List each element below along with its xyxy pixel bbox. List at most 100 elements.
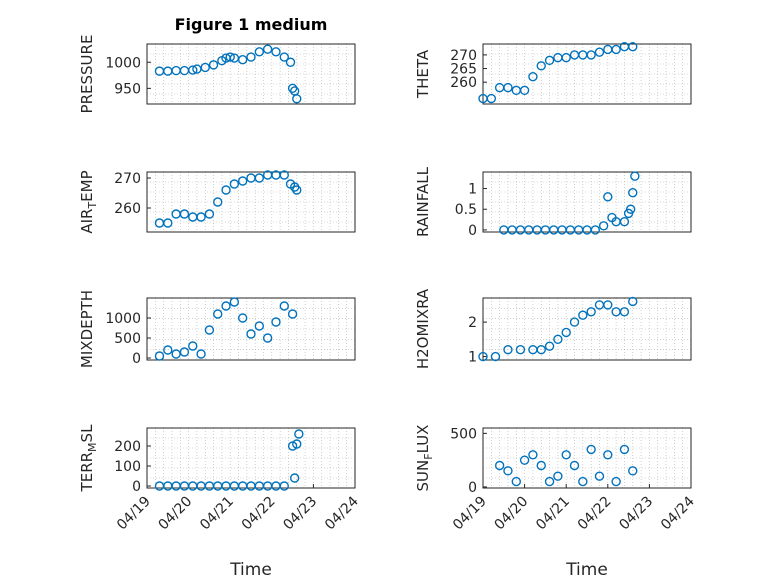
data-point <box>271 481 281 491</box>
y-tick-label: 1 <box>468 182 477 198</box>
data-point <box>204 209 215 219</box>
subplot-pressure: 950 1000 PRESSURE <box>78 35 356 113</box>
data-point <box>586 444 596 455</box>
data-point <box>163 481 173 491</box>
data-point <box>619 307 630 317</box>
data-point <box>511 476 521 487</box>
data-point <box>557 225 567 235</box>
data-point <box>630 171 640 181</box>
data-point <box>237 481 248 491</box>
data-point <box>544 55 555 66</box>
x-tick-label: 04/21 <box>197 494 237 534</box>
data-point <box>221 185 231 195</box>
data-point <box>292 94 302 104</box>
data-point <box>171 209 181 219</box>
data-point <box>598 221 609 231</box>
data-point <box>544 476 555 487</box>
y-tick-label: 1000 <box>105 311 141 327</box>
axes-box <box>482 427 692 489</box>
y-tick-label: 270 <box>114 171 141 187</box>
y-tick-label: 265 <box>450 62 477 78</box>
data-point <box>179 347 190 357</box>
y-tick-label: 0.5 <box>455 202 477 218</box>
axes-box <box>146 171 356 233</box>
data-point <box>196 212 206 222</box>
data-point <box>536 344 546 355</box>
y-axis-label: MIXDEPTH <box>78 290 96 368</box>
y-tick-label: 0 <box>132 351 141 367</box>
data-point <box>565 225 576 235</box>
data-point <box>171 481 181 491</box>
data-point <box>188 212 198 222</box>
data-point <box>246 173 256 183</box>
y-tick-label: 270 <box>450 48 477 64</box>
data-point <box>163 345 173 355</box>
data-point <box>603 44 613 55</box>
data-point <box>254 481 265 491</box>
data-point <box>225 52 235 62</box>
data-point <box>221 301 231 311</box>
data-point <box>287 309 298 319</box>
data-point <box>213 481 223 491</box>
axes-box <box>146 43 356 105</box>
data-point <box>221 481 231 491</box>
data-point <box>540 225 551 235</box>
x-tick-label: 04/20 <box>492 494 532 534</box>
data-point <box>536 460 546 471</box>
subplot-h2omixra: 1 2 H2OMIXRA <box>414 288 692 369</box>
data-point <box>254 321 265 331</box>
data-point <box>628 466 638 476</box>
data-point <box>262 481 273 491</box>
data-point <box>246 329 256 339</box>
data-point <box>569 317 580 327</box>
data-point <box>578 50 588 60</box>
x-tick-label: 04/22 <box>575 494 615 534</box>
data-point <box>594 471 605 481</box>
y-tick-label: 1 <box>468 350 477 366</box>
data-point <box>294 429 304 439</box>
axes-box <box>146 427 356 489</box>
data-point <box>499 225 509 235</box>
x-tick-label: 04/24 <box>658 493 698 533</box>
subplot-sun-flux: 0 500 04/19 04/20 04/21 04/22 04/23 04/24 Time SU… <box>414 425 698 580</box>
y-tick-label: 260 <box>114 201 141 217</box>
data-point <box>196 481 206 491</box>
data-point <box>292 439 302 449</box>
data-point <box>549 225 559 235</box>
data-point <box>490 351 501 362</box>
data-point <box>603 192 613 202</box>
x-tick-label: 04/19 <box>114 494 154 534</box>
data-point <box>237 313 248 323</box>
data-point <box>287 83 298 94</box>
data-point <box>619 444 630 455</box>
data-point <box>586 307 596 317</box>
data-point <box>561 52 571 63</box>
data-point <box>237 176 248 186</box>
data-point <box>279 52 289 62</box>
data-point <box>578 310 588 320</box>
y-axis-label: AIRTEMP <box>78 170 99 233</box>
data-point <box>573 225 584 235</box>
subplot-air-temp: 260 270 AIRTEMP <box>78 170 356 234</box>
data-point <box>619 216 630 227</box>
data-point <box>179 65 190 76</box>
data-point <box>478 351 488 362</box>
y-tick-label: 100 <box>114 459 141 475</box>
data-point <box>188 65 198 75</box>
data-point <box>163 66 173 76</box>
axes-box <box>146 297 356 361</box>
y-axis-label: TERRMSL <box>78 424 99 493</box>
data-point <box>553 471 563 481</box>
y-tick-label: 1000 <box>105 55 141 71</box>
data-point <box>179 209 190 219</box>
data-point <box>213 309 223 319</box>
y-axis-label: H2OMIXRA <box>414 288 432 369</box>
figure-title: Figure 1 medium <box>175 15 328 34</box>
y-tick-label: 500 <box>450 426 477 442</box>
data-point <box>503 466 513 476</box>
data-point <box>628 187 638 198</box>
subplot-terr-msl: 0 100 200 04/19 04/20 04/21 04/22 04/23 04/24 Tim… <box>78 424 362 580</box>
data-point <box>188 341 198 351</box>
